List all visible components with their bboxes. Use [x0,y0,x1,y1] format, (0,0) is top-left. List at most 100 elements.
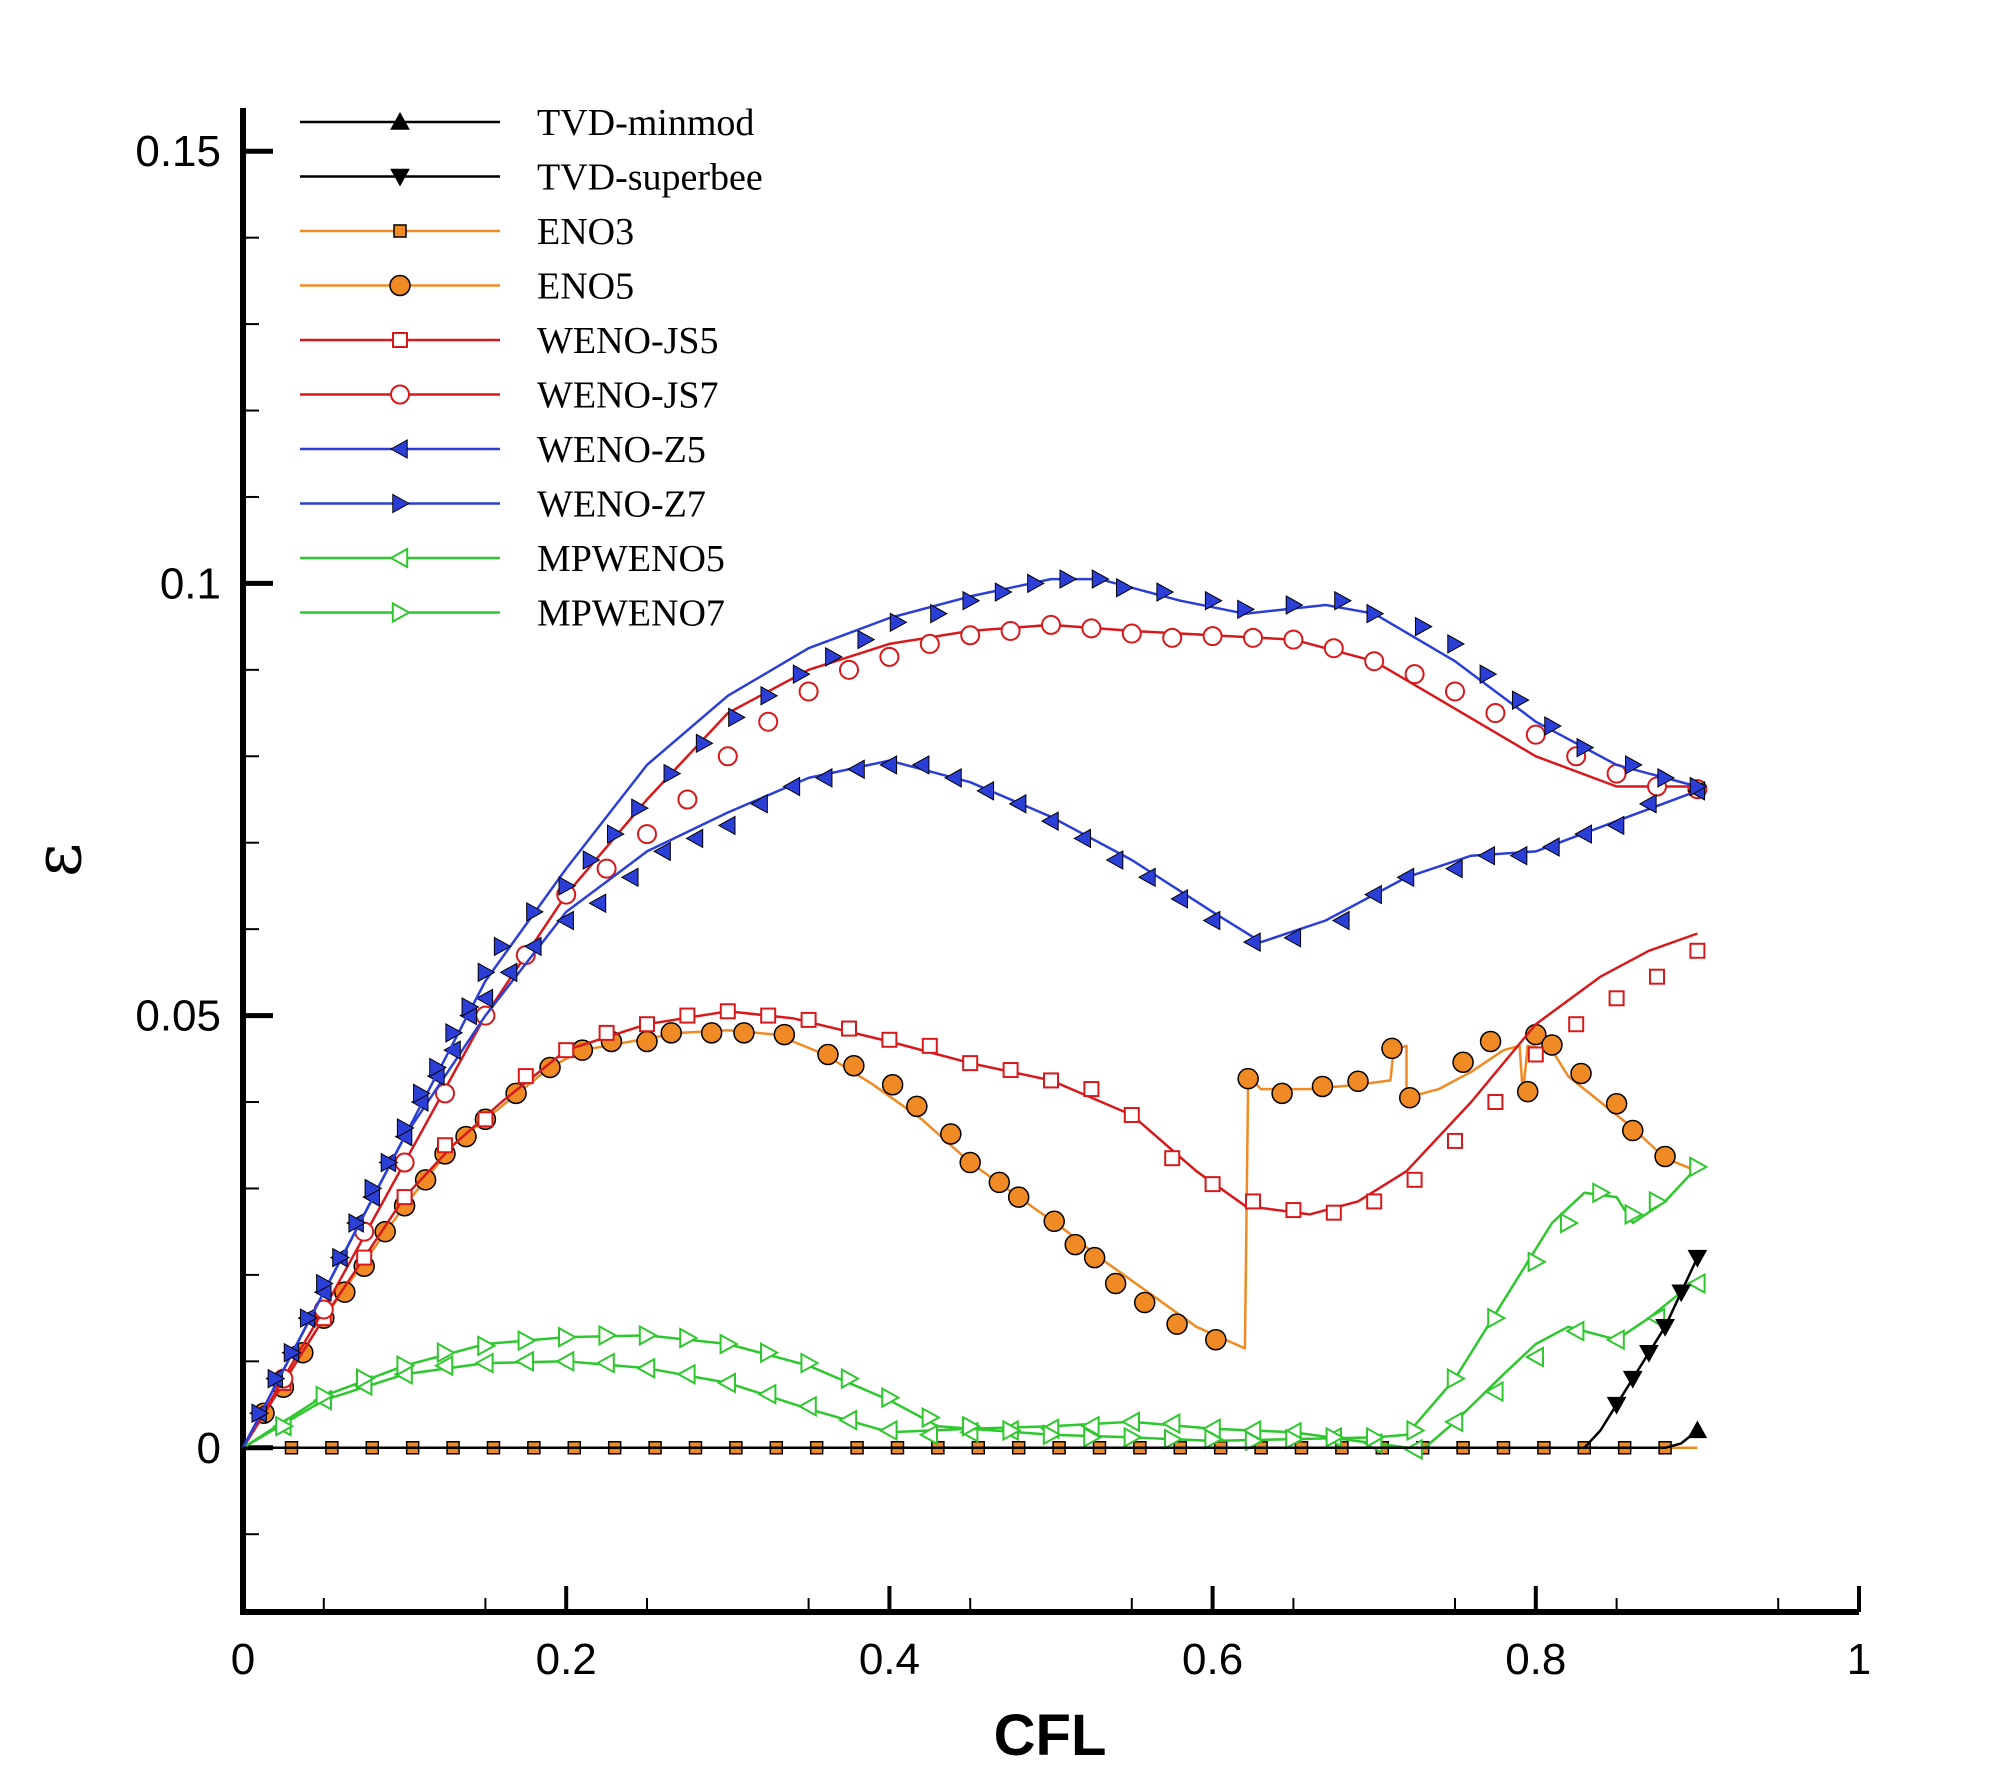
marker-weno-js7 [1121,623,1142,644]
marker-tvd-superbee [1639,1344,1659,1363]
marker-eno5 [733,1022,755,1044]
marker-mpweno5 [837,1409,858,1431]
marker-weno-z5 [1541,837,1560,857]
marker-mpweno7 [840,1367,861,1390]
marker-weno-js5 [598,1024,615,1041]
marker-weno-z5 [653,841,671,862]
marker-mpweno7 [1285,1428,1305,1450]
legend-marker [389,439,408,459]
marker-weno-z7 [962,590,981,611]
legend-entry-weno-z5: WENO-Z5 [300,429,706,471]
marker-weno-z7 [558,876,577,896]
marker-mpweno7 [1406,1419,1426,1442]
marker-weno-js7 [1041,614,1061,635]
legend-marker [388,547,409,569]
marker-weno-js5 [517,1068,534,1085]
marker-weno-z7 [663,763,682,784]
marker-weno-js7 [717,746,738,767]
series-line-weno-js5 [241,932,1698,1449]
marker-weno-z5 [556,910,574,931]
marker-eno5 [843,1054,865,1077]
marker-mpweno5 [1120,1411,1140,1433]
marker-weno-z7 [631,798,649,818]
marker-weno-z5 [523,936,542,957]
marker-weno-z7 [582,850,601,870]
x-tick-label: 0.6 [1182,1635,1243,1684]
marker-weno-z5 [1073,828,1092,849]
marker-eno5 [1064,1233,1086,1256]
marker-mpweno7 [1123,1426,1143,1449]
marker-weno-z7 [1156,582,1175,602]
marker-weno-js7 [1525,724,1546,745]
marker-eno5 [1043,1210,1065,1233]
marker-weno-z5 [1638,793,1657,814]
marker-eno5 [817,1043,839,1066]
marker-weno-js7 [758,711,779,732]
marker-mpweno5 [1484,1380,1504,1403]
marker-weno-z7 [728,707,746,728]
marker-weno-js7 [1162,627,1183,648]
x-tick-label: 0 [231,1635,255,1684]
marker-weno-z5 [1137,867,1156,888]
marker-weno-z7 [283,1342,302,1363]
legend-label: WENO-Z7 [537,484,706,526]
marker-mpweno7 [1204,1428,1224,1450]
marker-eno5 [1205,1328,1227,1351]
y-tick-label: 0 [197,1424,221,1473]
marker-weno-z5 [1040,811,1059,831]
marker-weno-js5 [841,1020,857,1037]
marker-weno-z7 [445,1023,464,1043]
marker-mpweno7 [679,1327,699,1349]
marker-weno-z7 [792,664,811,685]
legend-entry-mpweno5: MPWENO5 [300,538,725,580]
marker-mpweno7 [921,1406,941,1429]
marker-mpweno7 [1446,1367,1467,1390]
marker-mpweno7 [598,1324,618,1347]
marker-weno-z7 [1285,595,1304,615]
legend-label: WENO-JS5 [537,320,719,362]
series-line-mpweno7 [242,1166,1699,1449]
marker-weno-js7 [798,681,819,702]
marker-weno-js7 [1081,618,1102,639]
marker-weno-z7 [760,685,779,706]
marker-weno-z7 [1479,664,1498,685]
marker-weno-z7 [1447,634,1466,654]
marker-eno5 [636,1030,658,1053]
marker-weno-z7 [364,1178,383,1199]
marker-mpweno5 [1443,1411,1464,1433]
marker-mpweno7 [1083,1426,1103,1449]
marker-mpweno7 [275,1415,295,1437]
marker-weno-z7 [1625,755,1643,775]
y-tick-label: 0.05 [135,992,221,1041]
marker-mpweno5 [1524,1346,1544,1368]
marker-weno-js5 [1164,1150,1181,1167]
legend-entry-eno3: ENO3 [300,211,634,253]
marker-weno-js5 [396,1189,413,1206]
marker-mpweno5 [878,1419,898,1442]
series-line-weno-js7 [241,623,1698,1449]
axis-ticks: 0 0.2 0.4 0.6 0.8 1 0 0.05 0.1 0.15 [135,127,1871,1684]
marker-mpweno7 [1002,1419,1022,1442]
marker-mpweno7 [1624,1203,1644,1226]
y-tick-label: 0.1 [160,559,221,608]
marker-weno-js7 [1445,681,1465,702]
marker-weno-z5 [944,768,962,788]
marker-weno-js5 [1447,1132,1463,1149]
marker-mpweno5 [918,1424,938,1446]
marker-weno-z5 [620,867,639,888]
marker-mpweno5 [797,1395,817,1417]
plot-frame [240,108,1859,1615]
marker-weno-z5 [1444,858,1463,879]
marker-weno-z7 [461,997,480,1017]
marker-weno-js5 [1002,1062,1019,1079]
marker-weno-js5 [1043,1072,1059,1089]
marker-mpweno7 [1487,1307,1507,1329]
marker-eno5 [1311,1075,1334,1098]
legend-marker [391,601,412,624]
marker-weno-z7 [332,1247,350,1268]
marker-mpweno7 [760,1341,780,1364]
marker-weno-z7 [413,1083,431,1104]
marker-mpweno7 [1366,1426,1386,1449]
legend-marker [392,493,411,514]
